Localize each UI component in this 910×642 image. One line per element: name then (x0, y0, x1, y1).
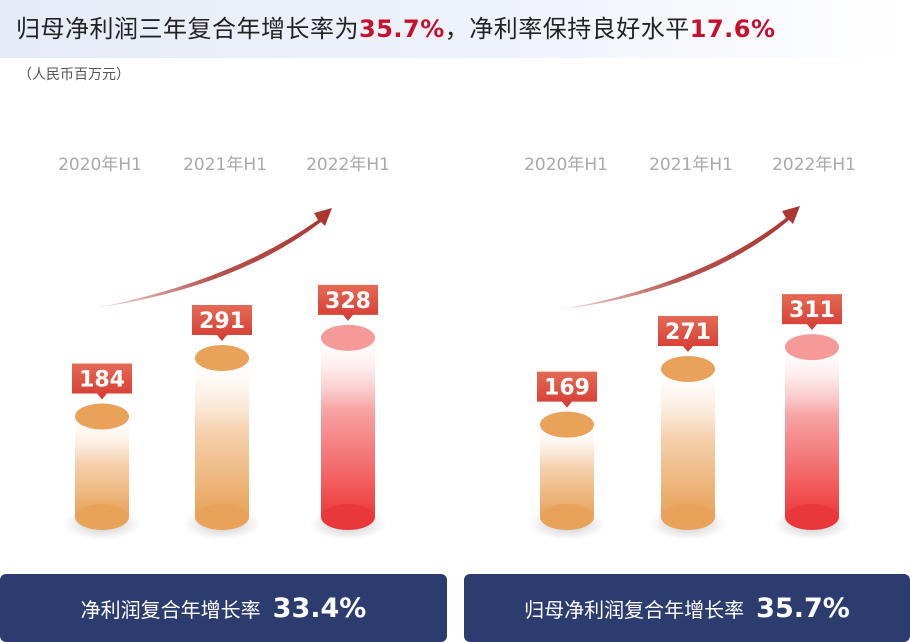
value-label-left-2: 291 (199, 309, 245, 334)
value-tag-right-2 (658, 315, 718, 352)
value-label-right-2: 271 (665, 320, 711, 345)
footer-label-right: 归母净利润复合年增长率 (524, 597, 745, 622)
bar-top-left-2 (195, 345, 249, 372)
growth-arrow-right (558, 206, 800, 310)
bar-body-right-3 (785, 347, 839, 517)
title-highlight-2: 17.6% (689, 15, 776, 43)
title-band (0, 0, 910, 58)
bar-body-left-1 (75, 416, 129, 517)
bar-base-left-3 (321, 504, 375, 530)
title-highlight-1: 35.7% (359, 15, 445, 43)
bar-body-left-3 (321, 337, 375, 517)
bar-base-left-1 (75, 504, 129, 530)
title-text-1: 归母净利润三年复合年增长率为 (16, 15, 359, 43)
value-tag-left-3 (318, 284, 378, 321)
period-label-right-1: 2020年H1 (524, 155, 608, 175)
footer-label-left: 净利润复合年增长率 (80, 597, 261, 622)
value-label-right-1: 169 (544, 376, 590, 401)
growth-arrow-left (95, 208, 332, 308)
value-label-left-1: 184 (79, 367, 125, 392)
footer-value-right: 35.7% (756, 592, 850, 624)
value-tag-right-1 (537, 371, 597, 408)
title-text-2: ，净利率保持良好水平 (444, 15, 690, 43)
bar-base-right-3 (785, 504, 839, 530)
value-tag-right-3 (782, 294, 842, 331)
bar-top-right-2 (661, 355, 715, 382)
period-label-right-2: 2021年H1 (649, 155, 733, 175)
value-label-left-3: 328 (325, 289, 371, 314)
bar-body-right-2 (661, 368, 715, 517)
period-label-right-3: 2022年H1 (772, 155, 856, 175)
bar-top-right-3 (785, 334, 839, 361)
period-label-left-2: 2021年H1 (183, 155, 267, 175)
value-tag-left-2 (192, 305, 252, 342)
bar-base-right-2 (661, 504, 715, 530)
bar-base-left-2 (195, 504, 249, 530)
period-label-left-1: 2020年H1 (58, 155, 142, 175)
page-title: 归母净利润三年复合年增长率为35.7%，净利率保持良好水平17.6% (16, 9, 776, 49)
bar-top-left-3 (321, 324, 375, 351)
footer-cagr-right: 归母净利润复合年增长率 35.7% (464, 574, 910, 642)
bar-base-right-1 (540, 504, 594, 530)
bar-body-left-2 (195, 358, 249, 517)
period-label-left-3: 2022年H1 (306, 155, 390, 175)
bar-top-left-1 (75, 403, 129, 430)
footer-value-left: 33.4% (272, 592, 367, 624)
footer-cagr-left: 净利润复合年增长率 33.4% (0, 574, 447, 642)
bar-top-right-1 (540, 411, 594, 438)
value-tag-left-1 (72, 363, 132, 400)
unit-label: （人民币百万元） (18, 67, 130, 83)
bar-body-right-1 (540, 424, 594, 517)
value-label-right-3: 311 (789, 298, 835, 323)
